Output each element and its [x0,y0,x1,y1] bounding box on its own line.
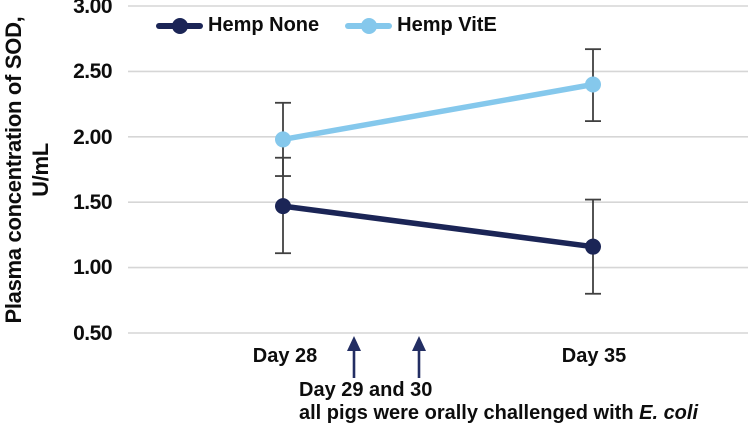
y-tick-label: 2.00 [73,126,112,149]
challenge-annotation-line2: all pigs were orally challenged with E. … [299,402,698,425]
legend-marker-hemp-none [156,17,203,35]
x-axis-label-day-28: Day 28 [252,345,318,367]
series-line-hemp-vite [280,81,596,143]
y-tick-label: 1.00 [73,256,112,279]
up-arrow-icon [347,336,361,351]
challenge-annotation-text: all pigs were orally challenged with [299,402,640,424]
legend-label-hemp-none: Hemp None [208,14,320,36]
challenge-annotation-line1: Day 29 and 30 [299,379,433,401]
legend-item-hemp-none: Hemp None [156,14,319,37]
y-axis-title: Plasma concentration of SOD, U/mL [0,0,56,340]
legend-label-hemp-vite: Hemp VitE [397,14,497,36]
marker-hemp-vite-day-28 [275,131,291,148]
up-arrow-icon [412,336,426,351]
e-coli-italic-text: E. coli [639,402,699,424]
y-tick-label: 2.50 [73,60,112,83]
marker-hemp-vite-day-35 [585,76,601,93]
marker-hemp-none-day-35 [585,238,601,255]
y-tick-label: 0.50 [73,322,112,345]
challenge-annotation: Day 29 and 30 all pigs were orally chall… [299,379,698,425]
legend-marker-hemp-vite [345,17,393,35]
y-axis-title-line2: U/mL [28,143,53,197]
y-tick-label: 3.00 [73,0,112,18]
marker-hemp-none-day-28 [275,198,291,215]
legend-dot-icon [171,17,188,34]
y-axis-title-line1: Plasma concentration of SOD, [1,16,26,324]
legend: Hemp None Hemp VitE [156,14,497,37]
legend-dot-icon [360,17,377,34]
series-line-hemp-none [280,203,596,250]
y-tick-label: 1.50 [73,191,112,214]
legend-item-hemp-vite: Hemp VitE [345,14,497,37]
x-axis-label-day-35: Day 35 [561,345,627,367]
